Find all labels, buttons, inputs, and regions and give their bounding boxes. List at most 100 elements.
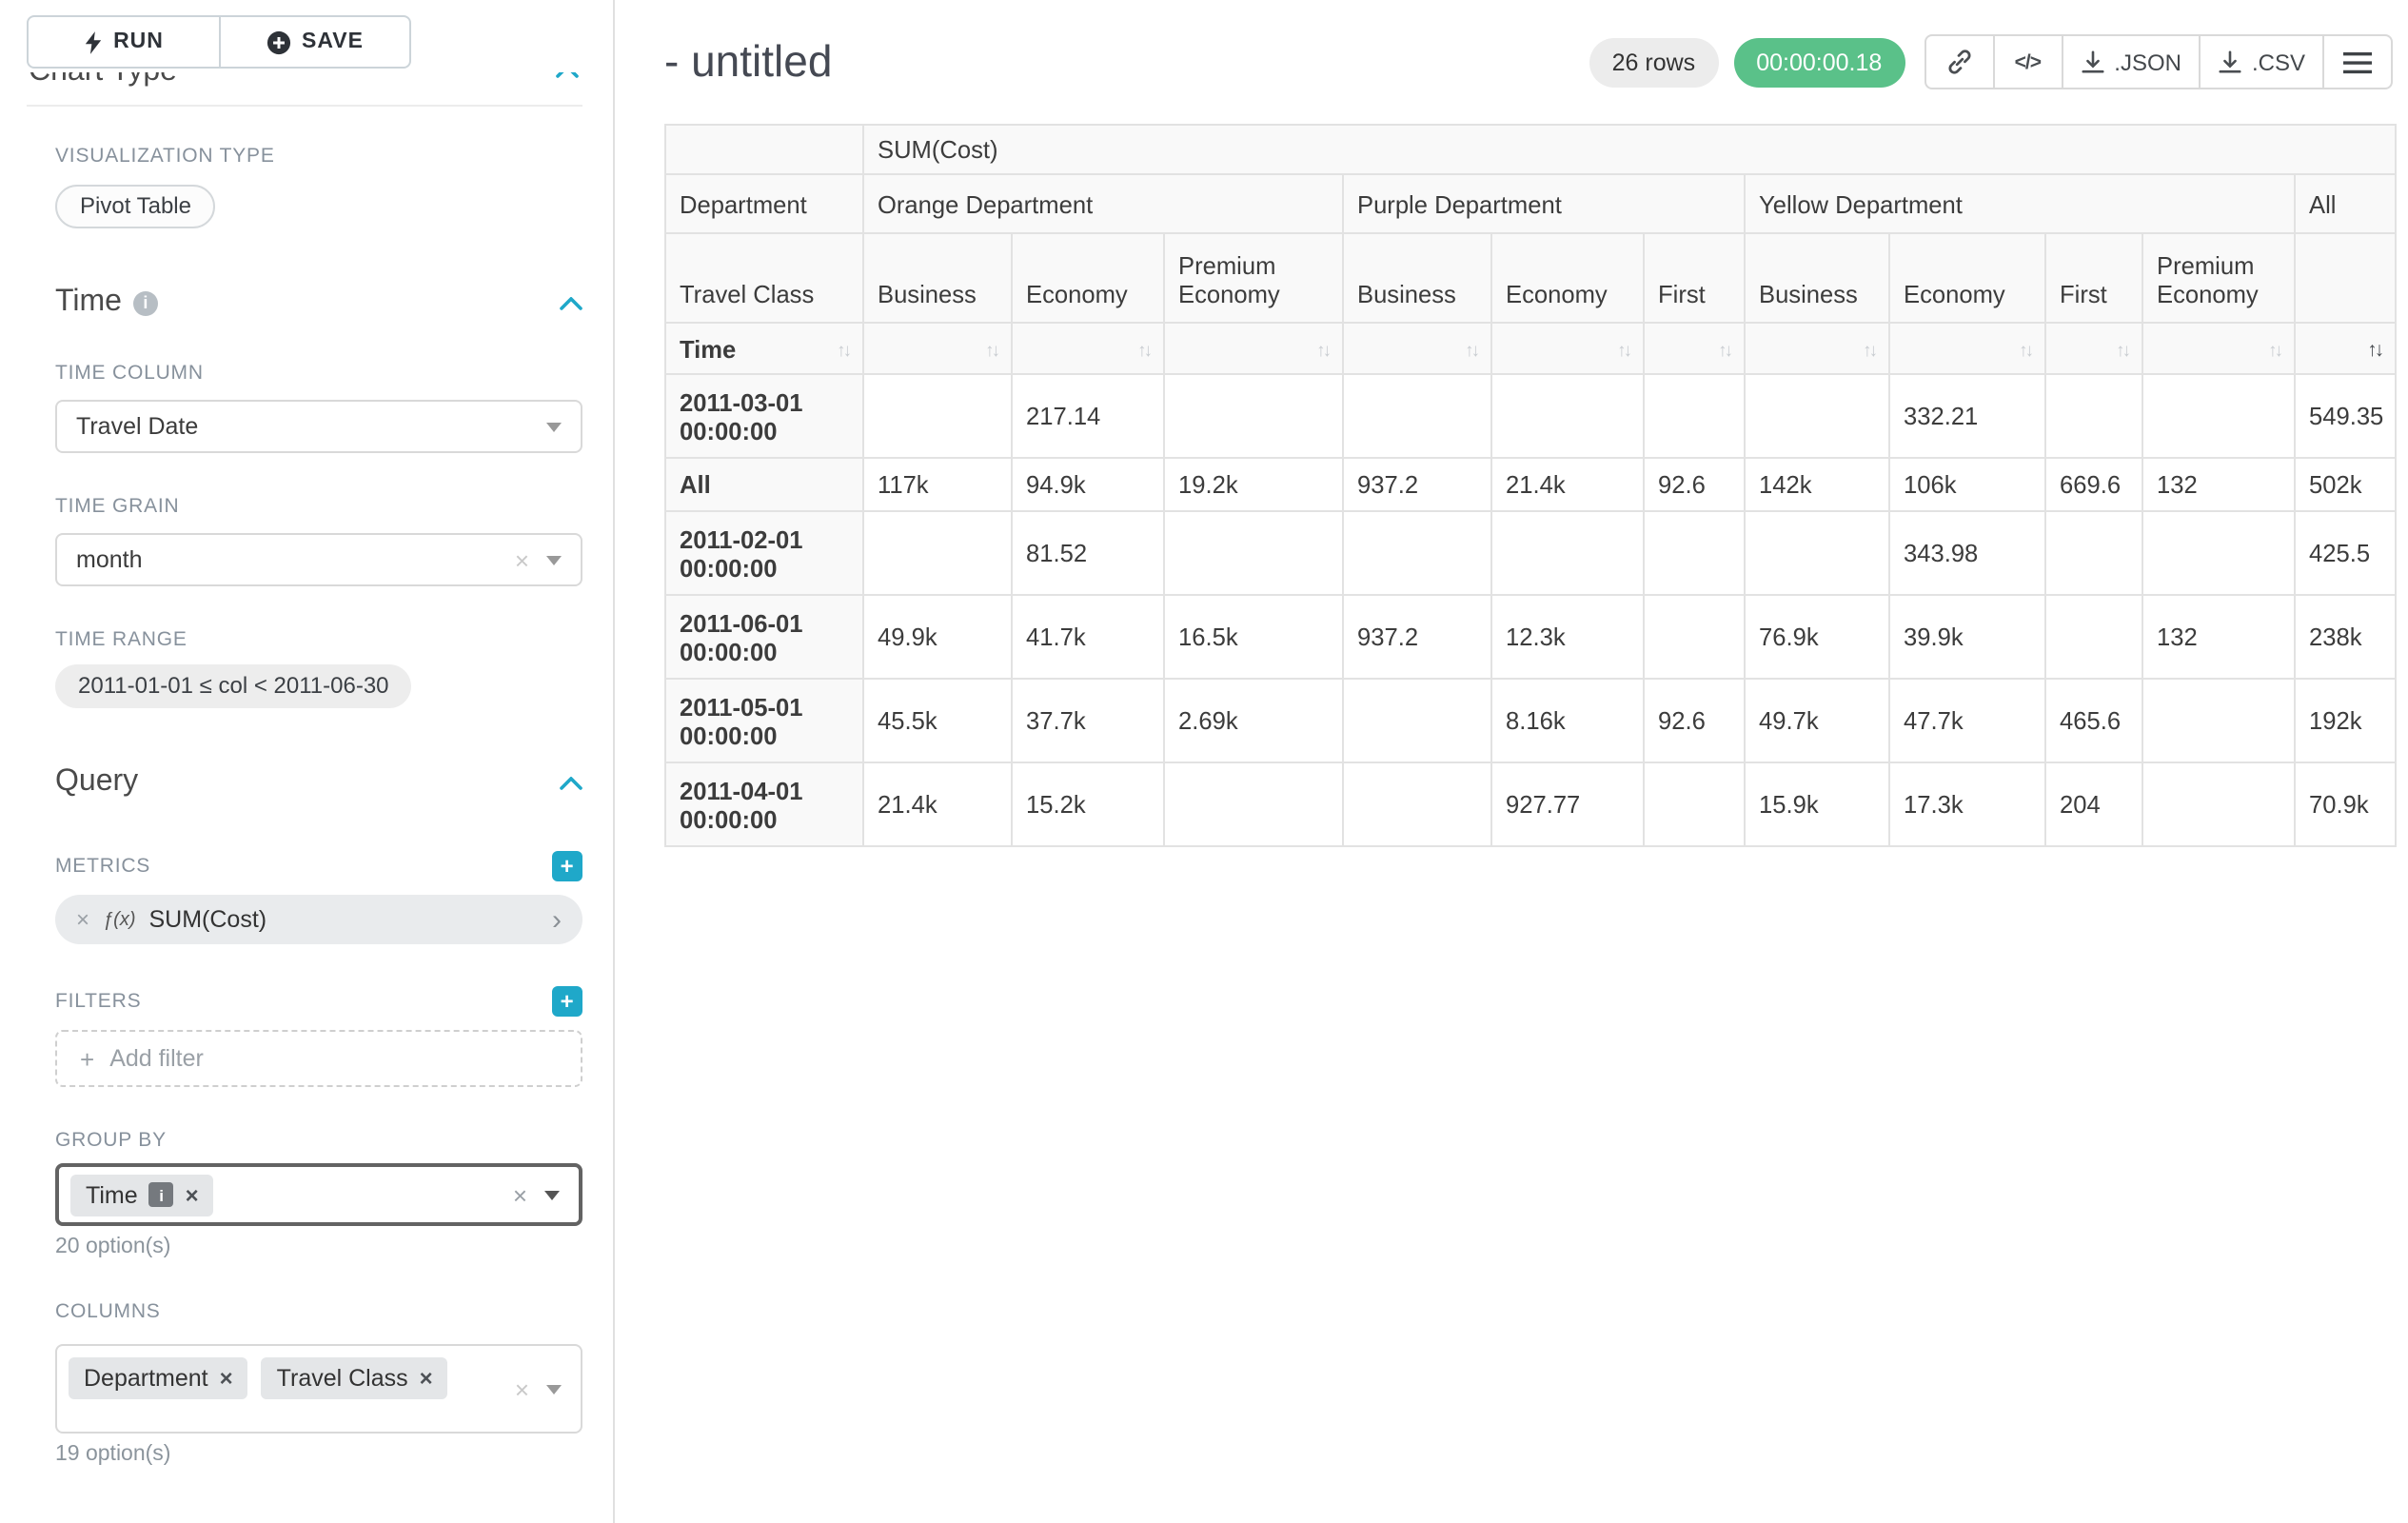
value-cell: 15.9k xyxy=(1744,762,1890,847)
sort-icon[interactable]: ↑↓ xyxy=(1863,340,1878,361)
value-cell: 425.5 xyxy=(2293,510,2398,596)
value-cell: 21.4k xyxy=(862,762,1013,847)
time-grain-label: TIME GRAIN xyxy=(55,495,180,518)
column-sort-cell[interactable]: ↑↓ xyxy=(1888,322,2046,375)
value-cell: 238k xyxy=(2293,594,2398,680)
metrics-label: METRICS + xyxy=(55,851,582,881)
link-icon xyxy=(1947,49,1970,74)
time-range-value[interactable]: 2011-01-01 ≤ col < 2011-06-30 xyxy=(55,664,412,708)
value-cell xyxy=(1342,373,1492,459)
value-cell xyxy=(862,510,1013,596)
time-label-cell[interactable]: Time ↑↓ xyxy=(664,322,864,375)
pivot-data-row: 2011-03-01 00:00:00 217.14 332.21 549.35 xyxy=(664,373,2398,459)
visualization-type-value[interactable]: Pivot Table xyxy=(55,185,216,228)
export-json-label: .JSON xyxy=(2114,49,2181,75)
sort-icon[interactable]: ↑↓ xyxy=(2116,340,2131,361)
value-cell: 937.2 xyxy=(1342,594,1492,680)
chevron-down-icon[interactable] xyxy=(546,1384,562,1394)
remove-icon[interactable]: × xyxy=(76,906,90,933)
add-metric-button[interactable]: + xyxy=(552,851,582,881)
pivot-table: SUM(Cost) Department Orange Department Purp… xyxy=(664,124,2398,847)
chevron-up-icon[interactable] xyxy=(560,776,582,789)
sort-icon[interactable]: ↑↓ xyxy=(2367,338,2384,361)
add-filter-button[interactable]: + Add filter xyxy=(55,1030,582,1087)
metric-chip[interactable]: × ƒ(x) SUM(Cost) › xyxy=(55,895,582,944)
column-chip[interactable]: Department × xyxy=(69,1357,248,1399)
sort-icon[interactable]: ↑↓ xyxy=(1465,340,1480,361)
run-button-label: RUN xyxy=(113,30,164,53)
embed-code-button[interactable]: </> xyxy=(1992,34,2063,89)
sort-icon[interactable]: ↑↓ xyxy=(837,340,852,361)
chevron-up-icon[interactable] xyxy=(556,72,579,78)
class-header-cell: Business xyxy=(1342,232,1492,324)
department-header-cell: Orange Department xyxy=(862,173,1344,234)
remove-icon[interactable]: × xyxy=(419,1365,433,1392)
query-section-header[interactable]: Query xyxy=(55,765,582,800)
sort-icon[interactable]: ↑↓ xyxy=(2268,340,2283,361)
pivot-table-body: SUM(Cost) Department Orange Department Purp… xyxy=(664,124,2398,847)
time-grain-select[interactable]: month × xyxy=(55,533,582,586)
column-sort-cell[interactable]: ↑↓ xyxy=(1011,322,1165,375)
run-button[interactable]: RUN xyxy=(27,15,220,69)
time-column-select[interactable]: Travel Date xyxy=(55,400,582,453)
export-json-button[interactable]: .JSON xyxy=(2061,34,2201,89)
class-header-cell: Business xyxy=(862,232,1013,324)
column-sort-cell[interactable]: ↑↓ xyxy=(1643,322,1746,375)
column-chip[interactable]: Travel Class × xyxy=(261,1357,448,1399)
column-sort-cell[interactable]: ↑↓ xyxy=(1342,322,1492,375)
value-cell: 465.6 xyxy=(2044,678,2143,763)
sort-icon[interactable]: ↑↓ xyxy=(1137,340,1153,361)
group-by-chip[interactable]: Time i × xyxy=(70,1174,214,1216)
column-sort-cell[interactable]: ↑↓ xyxy=(2142,322,2296,375)
caret-right-icon[interactable]: › xyxy=(552,903,562,936)
column-sort-cell[interactable]: ↑↓ xyxy=(1163,322,1344,375)
pivot-data-row: 2011-05-01 00:00:00 45.5k 37.7k 2.69k 8.16k 9… xyxy=(664,678,2398,763)
time-section-header[interactable]: Time i xyxy=(55,286,582,320)
time-label: Time xyxy=(680,334,737,363)
value-cell: 16.5k xyxy=(1163,594,1344,680)
add-filter-label: Add filter xyxy=(109,1045,204,1072)
export-csv-button[interactable]: .CSV xyxy=(2198,34,2324,89)
function-icon: ƒ(x) xyxy=(103,909,136,930)
save-button[interactable]: SAVE xyxy=(220,15,411,69)
export-csv-label: .CSV xyxy=(2251,49,2305,75)
metric-chip-label: SUM(Cost) xyxy=(148,906,267,933)
add-filter-plus-button[interactable]: + xyxy=(552,986,582,1017)
clear-icon[interactable]: × xyxy=(512,1180,527,1209)
column-sort-cell[interactable]: ↑↓ xyxy=(2293,322,2398,375)
chart-header: - untitled 26 rows 00:00:00.18 </> .JSON xyxy=(664,34,2393,89)
menu-button[interactable] xyxy=(2322,34,2393,89)
value-cell: 37.7k xyxy=(1011,678,1165,763)
sort-icon[interactable]: ↑↓ xyxy=(1316,340,1332,361)
value-cell: 94.9k xyxy=(1011,457,1165,512)
sort-icon[interactable]: ↑↓ xyxy=(2019,340,2034,361)
column-sort-cell[interactable]: ↑↓ xyxy=(2044,322,2143,375)
remove-icon[interactable]: × xyxy=(219,1365,233,1392)
remove-icon[interactable]: × xyxy=(185,1181,199,1208)
sort-icon[interactable]: ↑↓ xyxy=(1617,340,1632,361)
department-header-cell: Yellow Department xyxy=(1744,173,2296,234)
column-sort-cell[interactable]: ↑↓ xyxy=(1744,322,1890,375)
value-cell: 92.6 xyxy=(1643,457,1746,512)
value-cell: 39.9k xyxy=(1888,594,2046,680)
chevron-down-icon xyxy=(546,555,562,564)
pivot-data-row: 2011-06-01 00:00:00 49.9k 41.7k 16.5k 937.2 1… xyxy=(664,594,2398,680)
sort-icon[interactable]: ↑↓ xyxy=(1718,340,1733,361)
plus-circle-icon xyxy=(266,30,290,54)
share-link-button[interactable] xyxy=(1924,34,1995,89)
group-by-select[interactable]: Time i × × xyxy=(55,1163,582,1226)
column-sort-cell[interactable]: ↑↓ xyxy=(1490,322,1645,375)
columns-select[interactable]: Department × Travel Class × × xyxy=(55,1344,582,1434)
value-cell xyxy=(2142,762,2296,847)
column-sort-cell[interactable]: ↑↓ xyxy=(862,322,1013,375)
value-cell: 8.16k xyxy=(1490,678,1645,763)
clear-icon[interactable]: × xyxy=(514,1375,529,1403)
value-cell: 17.3k xyxy=(1888,762,2046,847)
panel-action-bar: RUN SAVE xyxy=(27,0,582,69)
value-cell xyxy=(1342,510,1492,596)
clear-icon[interactable]: × xyxy=(514,545,529,574)
sort-icon[interactable]: ↑↓ xyxy=(985,340,1000,361)
chevron-up-icon[interactable] xyxy=(560,296,582,309)
chevron-down-icon[interactable] xyxy=(544,1190,560,1199)
